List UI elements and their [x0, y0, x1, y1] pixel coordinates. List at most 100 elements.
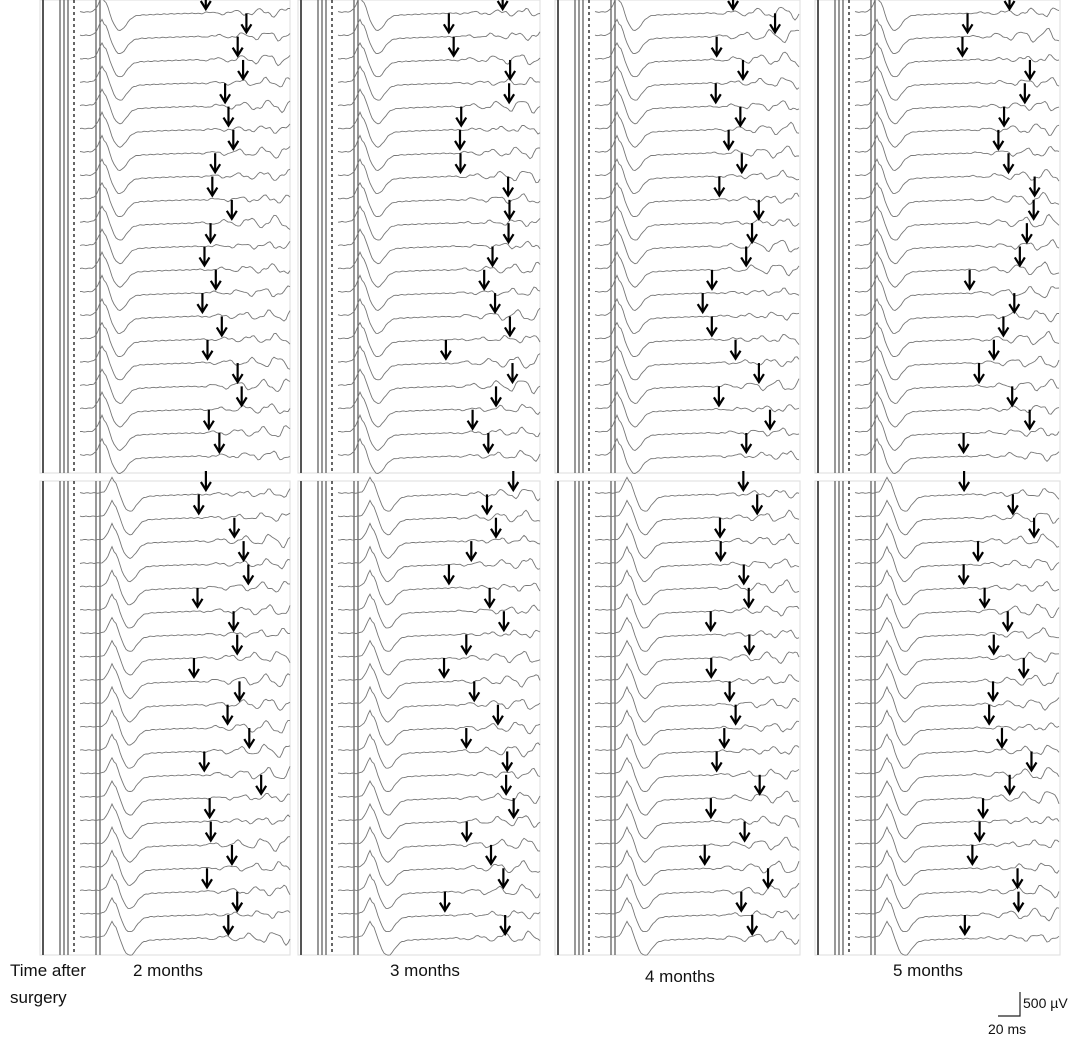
trace — [594, 639, 800, 676]
arrow-head — [1025, 761, 1038, 773]
arrow-head — [746, 925, 759, 937]
trace — [854, 476, 1060, 512]
trace — [594, 134, 800, 171]
arrow-head — [240, 23, 253, 35]
arrow-head — [764, 420, 776, 431]
scale-voltage: 500 µV — [1023, 995, 1068, 1011]
trace — [854, 414, 1060, 452]
trace — [79, 476, 291, 512]
trace — [854, 158, 1060, 194]
trace — [79, 65, 291, 101]
arrow-head — [242, 574, 255, 586]
trace — [79, 297, 291, 334]
trace — [337, 499, 541, 536]
arrow-head — [1028, 528, 1041, 539]
arrow-head — [762, 878, 774, 890]
arrow-head — [503, 210, 516, 221]
arrow-head — [742, 598, 755, 609]
arrow-head — [460, 738, 473, 750]
trace — [79, 205, 291, 241]
arrow-head — [743, 644, 756, 656]
arrow-head — [956, 47, 969, 58]
arrow-head — [729, 715, 742, 726]
trace — [337, 181, 541, 217]
trace — [854, 616, 1059, 652]
arrow-head — [738, 831, 751, 843]
arrow-head — [737, 481, 750, 493]
trace — [854, 88, 1060, 125]
panel — [39, 0, 291, 474]
arrow-head — [957, 574, 970, 586]
trace — [79, 250, 291, 288]
arrow-head — [233, 691, 246, 703]
arrow-head — [491, 715, 504, 726]
arrow-head — [231, 47, 244, 58]
arrow-head — [966, 855, 979, 866]
arrow-head — [209, 163, 222, 175]
trace — [337, 0, 541, 31]
arrow-head — [740, 443, 753, 455]
arrow-head — [191, 598, 204, 609]
arrow-head — [735, 902, 748, 913]
trace — [337, 569, 541, 606]
arrow-head — [199, 0, 212, 12]
trace — [337, 134, 541, 171]
time-label: Time after — [10, 961, 86, 980]
arrow-head — [735, 163, 748, 175]
trace — [594, 18, 800, 54]
trace — [594, 414, 800, 452]
trace — [854, 111, 1060, 148]
trace — [337, 42, 541, 78]
trace — [854, 780, 1060, 816]
arrow-head — [987, 644, 1000, 656]
trace — [854, 639, 1060, 676]
trace — [337, 545, 541, 583]
trace — [854, 545, 1060, 583]
arrow-head — [188, 668, 200, 680]
trace — [337, 756, 541, 792]
panel-frame — [554, 480, 801, 956]
arrow-head — [753, 785, 766, 796]
scale-time: 20 ms — [988, 1021, 1026, 1037]
arrow-head — [482, 443, 495, 455]
scale-bar: 500 µV 20 ms — [988, 992, 1068, 1037]
arrow-head — [209, 280, 222, 291]
column-label: 3 months — [390, 961, 460, 980]
trace — [594, 873, 800, 909]
trace — [338, 896, 541, 933]
trace — [854, 228, 1060, 265]
trace — [854, 42, 1060, 78]
arrow-head — [1012, 902, 1025, 913]
arrow-head — [983, 715, 996, 726]
trace — [79, 228, 291, 265]
arrow-head — [460, 644, 473, 656]
trace — [595, 345, 800, 381]
trace — [854, 297, 1059, 334]
arrow-head — [490, 396, 502, 408]
trace — [854, 368, 1060, 404]
trace — [337, 733, 541, 769]
arrow-head — [1013, 256, 1026, 268]
arrow-head — [998, 116, 1010, 128]
arrow-head — [718, 738, 731, 750]
arrow-head — [502, 233, 515, 245]
arrow-head — [751, 504, 764, 516]
trace — [854, 0, 1060, 31]
arrow-head — [503, 326, 516, 338]
arrow-head — [460, 831, 473, 843]
arrow-head — [714, 528, 726, 539]
arrow-head — [1017, 668, 1030, 680]
arrow-head — [996, 738, 1008, 750]
column-label: 5 months — [893, 961, 963, 980]
arrow-head — [706, 280, 718, 291]
arrow-head — [442, 23, 455, 35]
trace — [337, 639, 541, 676]
arrow-head — [723, 691, 736, 703]
arrow-head — [439, 350, 452, 361]
trace — [337, 297, 541, 334]
arrow-head — [987, 691, 999, 703]
arrow-head — [734, 116, 747, 128]
arrow-head — [1001, 621, 1014, 633]
arrow-head — [714, 551, 727, 563]
